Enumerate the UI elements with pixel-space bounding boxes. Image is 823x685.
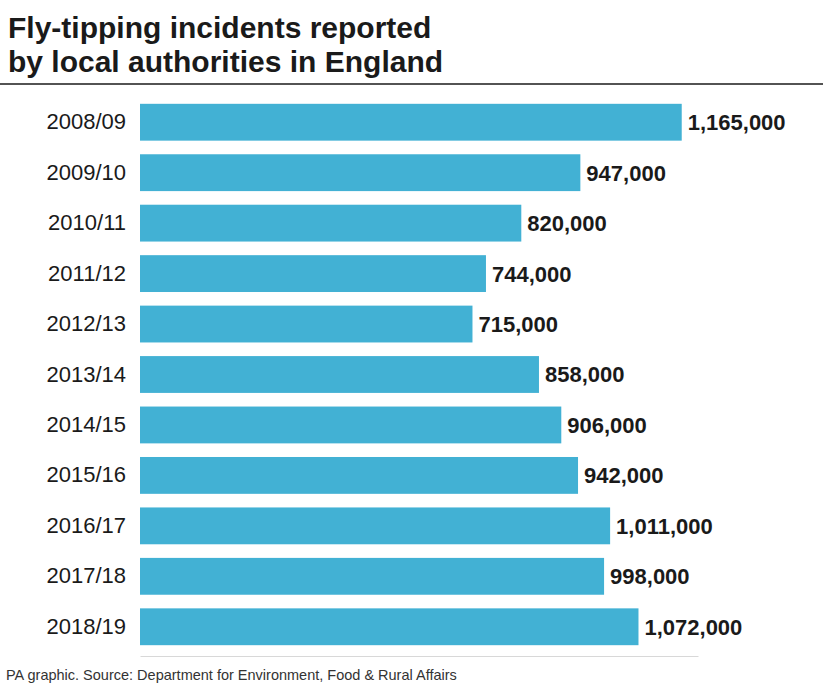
bar <box>140 306 472 343</box>
tick: 2016/17 <box>46 513 138 538</box>
tick: 2017/18 <box>46 563 138 588</box>
data-label: 744,000 <box>492 262 572 287</box>
tick: 2012/13 <box>46 311 138 336</box>
bar <box>140 608 638 645</box>
bar <box>140 104 682 141</box>
category-label: 2009/10 <box>46 160 126 185</box>
bar <box>140 457 578 494</box>
data-label: 942,000 <box>584 463 664 488</box>
bar <box>140 356 539 393</box>
divider <box>0 83 823 85</box>
axis-line <box>141 656 699 657</box>
category-label: 2013/14 <box>46 362 126 387</box>
data-label: 715,000 <box>478 312 558 337</box>
data-label: 1,011,000 <box>616 514 713 539</box>
value-axis <box>141 656 699 657</box>
bar <box>140 255 486 292</box>
category-label: 2015/16 <box>46 462 126 487</box>
tick: 2011/12 <box>48 261 138 286</box>
category-axis: 2008/09 2009/10 2010/11 2011/12 2012/13 2013/… <box>46 109 138 639</box>
category-label: 2012/13 <box>46 311 126 336</box>
data-labels: 1,165,000 947,000 820,000 744,000 715,000 858… <box>478 110 785 640</box>
data-label: 858,000 <box>545 362 625 387</box>
data-label: 1,072,000 <box>644 615 742 640</box>
title: Fly-tipping incidents reportedby local a… <box>8 11 443 78</box>
tick: 2009/10 <box>46 160 138 185</box>
bar <box>140 154 580 191</box>
category-label: 2011/12 <box>48 261 126 286</box>
bars <box>140 104 682 645</box>
bar <box>140 407 561 444</box>
bar <box>140 507 610 544</box>
category-label: 2016/17 <box>46 513 126 538</box>
data-label: 820,000 <box>527 211 607 236</box>
category-label: 2017/18 <box>46 563 126 588</box>
tick: 2008/09 <box>46 109 138 134</box>
tick: 2013/14 <box>46 362 138 387</box>
data-label: 906,000 <box>567 413 647 438</box>
data-label: 1,165,000 <box>688 110 786 135</box>
chart: Fly-tipping incidents reportedby local a… <box>0 0 823 685</box>
source: PA graphic. Source: Department for Envir… <box>6 667 457 683</box>
tick: 2010/11 <box>48 210 138 235</box>
bar <box>140 205 521 242</box>
data-label: 998,000 <box>610 564 690 589</box>
data-label: 947,000 <box>586 161 666 186</box>
title-line: by local authorities in England <box>8 45 443 78</box>
category-label: 2018/19 <box>46 614 126 639</box>
category-label: 2010/11 <box>48 210 126 235</box>
category-label: 2008/09 <box>46 109 126 134</box>
tick: 2014/15 <box>46 412 138 437</box>
bar <box>140 558 604 595</box>
tick: 2018/19 <box>46 614 138 639</box>
title-line: Fly-tipping incidents reported <box>8 11 431 44</box>
tick: 2015/16 <box>46 462 138 487</box>
category-label: 2014/15 <box>46 412 126 437</box>
